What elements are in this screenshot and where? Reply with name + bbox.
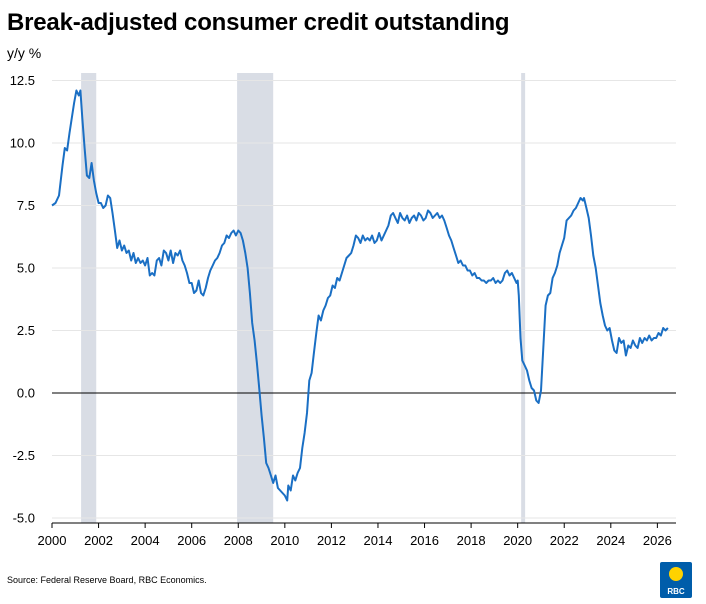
source-note: Source: Federal Reserve Board, RBC Econo… <box>7 575 207 585</box>
y-tick-label-5: 0.0 <box>17 386 35 401</box>
recession-bands <box>81 73 526 523</box>
series-line <box>51 89 669 502</box>
x-tick-label-11: 2022 <box>550 533 579 548</box>
x-tick-label-0: 2000 <box>38 533 67 548</box>
x-tick-label-12: 2024 <box>596 533 625 548</box>
x-tick-label-1: 2002 <box>84 533 113 548</box>
y-axis-label: y/y % <box>7 45 42 61</box>
x-tick-label-3: 2006 <box>177 533 206 548</box>
x-tick-label-7: 2014 <box>364 533 393 548</box>
recession-band-1 <box>237 73 274 523</box>
y-tick-label-6: -2.5 <box>13 448 35 463</box>
x-tick-label-5: 2010 <box>270 533 299 548</box>
x-tick-label-6: 2012 <box>317 533 346 548</box>
gridlines <box>52 80 676 519</box>
x-axis <box>51 522 676 528</box>
y-tick-label-1: 10.0 <box>10 136 35 151</box>
y-tick-label-4: 2.5 <box>17 323 35 338</box>
lion-emblem-icon <box>669 567 683 581</box>
x-tick-label-2: 2004 <box>131 533 160 548</box>
x-tick-label-10: 2020 <box>503 533 532 548</box>
y-tick-label-7: -5.0 <box>13 511 35 526</box>
recession-band-2 <box>521 73 526 523</box>
y-tick-label-2: 7.5 <box>17 198 35 213</box>
y-tick-label-3: 5.0 <box>17 261 35 276</box>
x-tick-label-9: 2018 <box>457 533 486 548</box>
x-tick-label-4: 2008 <box>224 533 253 548</box>
logo-text: RBC <box>667 587 685 596</box>
y-tick-label-0: 12.5 <box>10 73 35 88</box>
series-group <box>51 89 669 502</box>
recession-band-0 <box>81 73 97 523</box>
x-tick-label-13: 2026 <box>643 533 672 548</box>
rbc-logo: RBC <box>660 562 692 598</box>
y-tick-labels: 12.5 10.0 7.5 5.0 2.5 0.0 -2.5 -5.0 <box>10 73 35 526</box>
x-tick-labels: 2000 2002 2004 2006 2008 2010 2012 2014 2016 2018… <box>38 533 672 548</box>
chart-title: Break-adjusted consumer credit outstandi… <box>7 9 510 36</box>
x-tick-label-8: 2016 <box>410 533 439 548</box>
